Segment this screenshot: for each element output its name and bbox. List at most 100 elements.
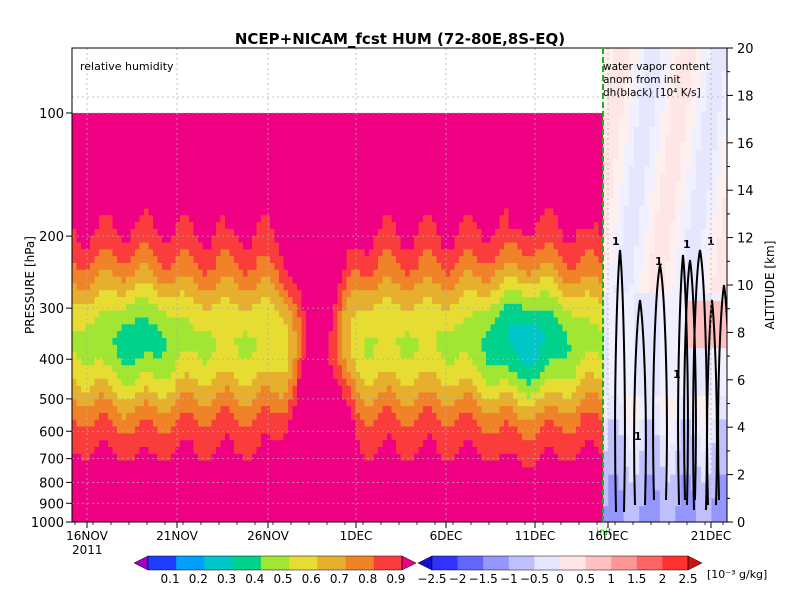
- rh-cell: [121, 406, 127, 414]
- rh-cell: [382, 501, 388, 509]
- rh-cell: [216, 412, 222, 421]
- rh-cell: [351, 487, 357, 496]
- rh-cell: [396, 447, 402, 455]
- rh-cell: [279, 269, 285, 278]
- rh-cell: [243, 433, 249, 441]
- rh-cell: [162, 310, 168, 319]
- rh-cell: [436, 113, 442, 121]
- rh-cell: [85, 235, 91, 244]
- rh-cell: [99, 208, 105, 216]
- rh-cell: [144, 392, 150, 400]
- rh-cell: [310, 290, 316, 298]
- rh-cell: [270, 181, 276, 189]
- rh-cell: [432, 447, 438, 455]
- rh-cell: [256, 283, 262, 291]
- rh-cell: [157, 297, 163, 305]
- rh-cell: [121, 317, 127, 325]
- rh-cell: [364, 140, 370, 148]
- rh-cell: [355, 501, 361, 509]
- rh-cell: [108, 153, 114, 162]
- rh-cell: [211, 467, 217, 475]
- rh-cell: [310, 147, 316, 155]
- rh-cell: [108, 508, 114, 516]
- rh-cell: [396, 133, 402, 141]
- rh-cell: [378, 406, 384, 414]
- rh-cell: [252, 487, 258, 496]
- rh-cell: [297, 412, 303, 421]
- rh-cell: [175, 310, 181, 319]
- rh-cell: [72, 303, 78, 312]
- rh-cell: [225, 283, 231, 291]
- rh-cell: [252, 228, 258, 237]
- rh-cell: [409, 235, 415, 244]
- rh-cell: [198, 474, 204, 482]
- rh-cell: [211, 317, 217, 325]
- rh-cell: [247, 344, 253, 353]
- rh-cell: [72, 392, 78, 400]
- rh-cell: [333, 399, 339, 407]
- rh-cell: [333, 487, 339, 496]
- rh-cell: [292, 167, 298, 175]
- rh-cell: [373, 283, 379, 291]
- rh-cell: [261, 201, 267, 210]
- rh-cell: [274, 467, 280, 475]
- rh-cell: [234, 242, 240, 250]
- rh-cell: [256, 262, 262, 271]
- rh-cell: [207, 331, 213, 339]
- rh-cell: [396, 194, 402, 203]
- rh-cell: [274, 187, 280, 196]
- rh-cell: [193, 358, 199, 366]
- rh-cell: [207, 194, 213, 203]
- rh-cell: [324, 140, 330, 148]
- rh-cell: [292, 215, 298, 223]
- rh-cell: [373, 433, 379, 441]
- rh-cell: [108, 181, 114, 189]
- rh-cell: [130, 160, 136, 169]
- rh-cell: [369, 419, 375, 428]
- rh-cell: [333, 358, 339, 366]
- rh-cell: [387, 119, 393, 128]
- rh-cell: [126, 426, 132, 434]
- rh-cell: [283, 303, 289, 312]
- rh-cell: [297, 269, 303, 278]
- rh-cell: [130, 508, 136, 516]
- rh-cell: [432, 181, 438, 189]
- rh-cell: [220, 140, 226, 148]
- rh-cell: [301, 262, 307, 271]
- rh-cell: [148, 133, 154, 141]
- rh-cell: [112, 290, 118, 298]
- rh-cell: [270, 399, 276, 407]
- rh-cell: [144, 317, 150, 325]
- rh-cell: [436, 419, 442, 428]
- rh-cell: [351, 119, 357, 128]
- rh-cell: [216, 113, 222, 121]
- rh-cell: [355, 440, 361, 448]
- rh-cell: [184, 113, 190, 121]
- rh-cell: [306, 317, 312, 325]
- rh-cell: [189, 460, 195, 469]
- rh-cell: [238, 174, 244, 182]
- rh-cell: [310, 494, 316, 503]
- rh-cell: [346, 187, 352, 196]
- rh-cell: [378, 331, 384, 339]
- rh-cell: [153, 290, 159, 298]
- rh-cell: [400, 269, 406, 278]
- rh-cell: [121, 453, 127, 462]
- rh-cell: [342, 133, 348, 141]
- rh-cell: [382, 324, 388, 332]
- rh-cell: [162, 228, 168, 237]
- rh-cell: [198, 215, 204, 223]
- rh-cell: [139, 119, 145, 128]
- rh-cell: [283, 310, 289, 319]
- rh-cell: [90, 331, 96, 339]
- rh-cell: [387, 426, 393, 434]
- rh-cell: [306, 419, 312, 428]
- rh-cell: [130, 337, 136, 346]
- rh-cell: [306, 426, 312, 434]
- rh-cell: [441, 344, 447, 353]
- rh-cell: [391, 426, 397, 434]
- rh-cell: [288, 242, 294, 250]
- rh-cell: [373, 181, 379, 189]
- rh-cell: [418, 399, 424, 407]
- rh-cell: [423, 310, 429, 319]
